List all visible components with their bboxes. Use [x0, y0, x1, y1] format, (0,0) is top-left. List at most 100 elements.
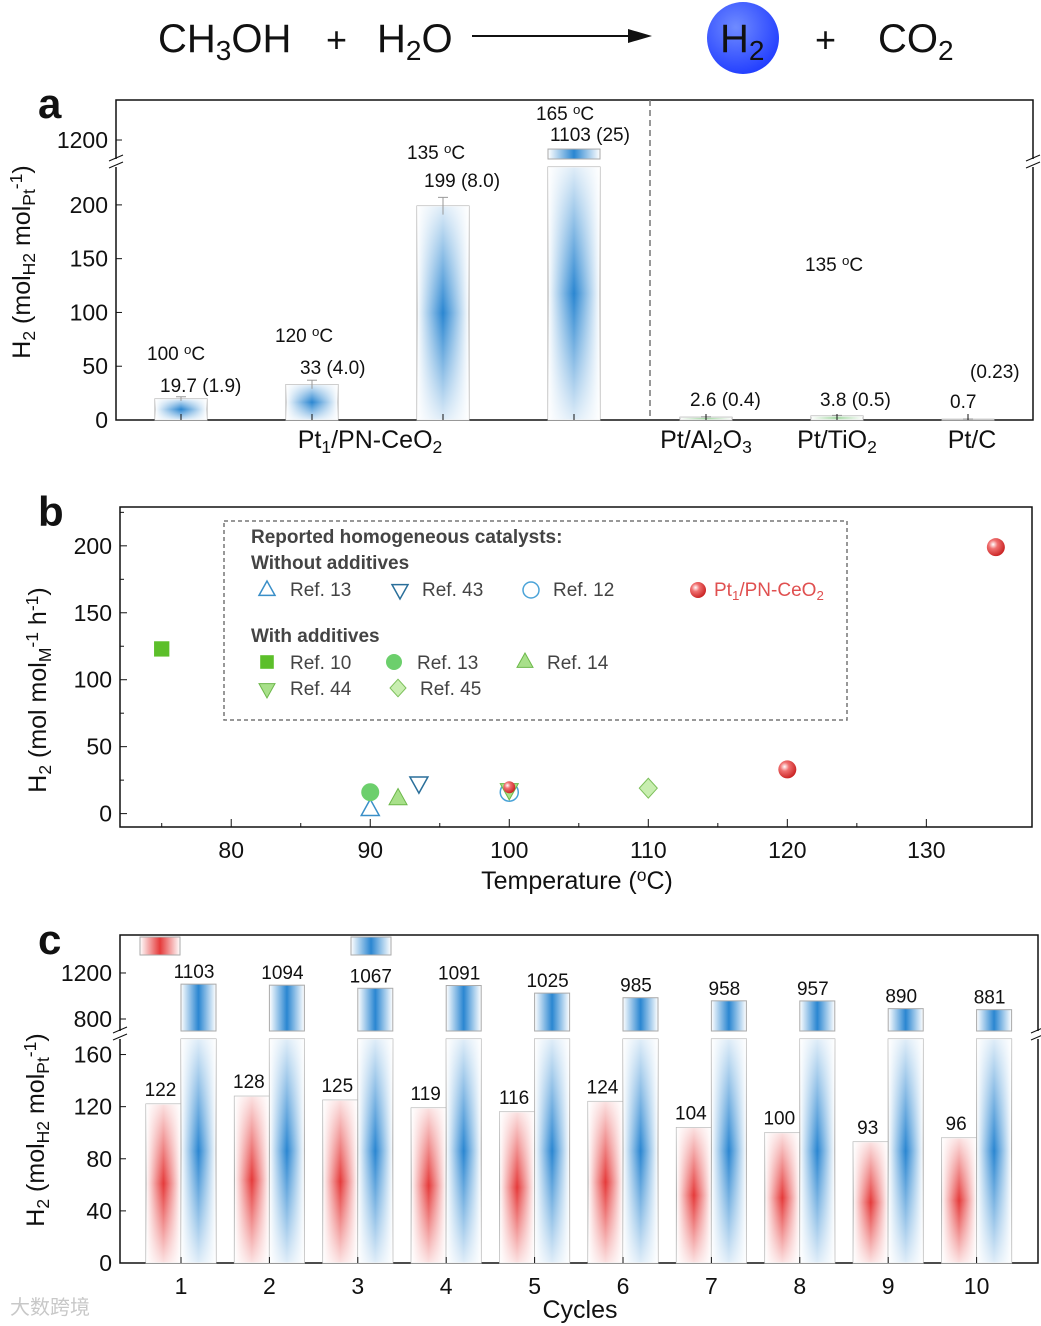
text-segment: O [723, 426, 742, 454]
x-tick-label: 8 [793, 1273, 806, 1299]
bar-fade [411, 1107, 447, 1263]
category-label: Pt/TiO2 [797, 426, 877, 457]
text-segment: C [451, 143, 465, 164]
text-segment: CO [878, 17, 938, 61]
text-segment: O [421, 17, 452, 61]
temperature-label: 165 oC [536, 102, 594, 125]
text-segment: 135 [407, 143, 444, 164]
text-segment: Pt/Al [660, 426, 713, 454]
axis-break-mark [1025, 154, 1041, 162]
text-segment: Pt [33, 1057, 53, 1074]
bar-value-label: 96 [946, 1114, 967, 1135]
axis-break-mark [1030, 1028, 1041, 1034]
diamond-marker [389, 678, 407, 698]
legend-group-without: Without additives [251, 553, 409, 574]
y-axis-label: H2 (molH2 molPt-1) [6, 165, 39, 358]
text-segment: o [573, 102, 580, 117]
text-segment: H [720, 17, 749, 61]
error-label: (0.5) [852, 390, 891, 411]
bar-value-label: 93 [857, 1118, 878, 1139]
y-tick-label: 100 [70, 299, 108, 325]
bar-fade [623, 1039, 658, 1263]
text-segment: 2 [713, 437, 723, 457]
text-segment: 2 [938, 35, 954, 66]
bar-fade [676, 1127, 712, 1263]
bar-fade [446, 1039, 482, 1263]
x-tick-label: 100 [490, 837, 528, 863]
triangle-down-marker [408, 776, 430, 795]
bar-value-label: 1025 [526, 971, 568, 992]
y-tick-label: 50 [82, 353, 108, 379]
text-segment: 2 [35, 765, 55, 775]
text-segment: 2 [749, 35, 765, 66]
text-segment: -1 [22, 632, 42, 648]
bar-value-label: 199 (8.0) [424, 171, 500, 192]
bar-fade [711, 1039, 747, 1263]
y-tick-label: 1200 [61, 960, 112, 986]
text-segment: ) [8, 165, 36, 173]
bar-value-label: 124 [587, 1077, 619, 1098]
x-axis-label: Cycles [542, 1296, 617, 1324]
axis-break-mark [108, 161, 124, 169]
bar-fade [146, 1104, 181, 1263]
text-segment: Pt/C [948, 426, 997, 454]
y-tick-label: 0 [99, 801, 112, 827]
product-h2: H2 [720, 17, 764, 66]
legend-entry: Ref. 43 [422, 580, 483, 601]
text-segment: o [842, 253, 849, 268]
bar-value-label: 1094 [261, 963, 304, 984]
bar-fade [976, 1039, 1012, 1263]
temperature-label: 135 oC [407, 141, 465, 164]
y-tick-label: 1200 [57, 127, 108, 153]
text-segment: h [24, 611, 52, 632]
temperature-label: 100 oC [147, 342, 205, 365]
text-segment: ) [22, 1033, 50, 1041]
error-label: (4.0) [326, 358, 365, 379]
text-segment: H [24, 775, 52, 793]
text-segment: /PN-CeO [331, 426, 432, 454]
triangle-up-marker [359, 797, 381, 817]
bar-value-label: 957 [797, 979, 829, 1000]
error-label: (25) [596, 125, 630, 146]
legend-entry: Ref. 13 [290, 580, 351, 601]
text-segment: 3 [742, 437, 752, 457]
text-segment: M [35, 648, 55, 663]
plus-sign: + [326, 19, 347, 60]
reactant-ch3oh: CH3OH [158, 17, 291, 66]
bar-blue-upper [887, 1008, 924, 1032]
legend-entry: Ref. 13 [417, 653, 478, 674]
x-tick-label: 90 [357, 837, 383, 863]
legend-entry: Ref. 44 [290, 679, 352, 700]
text-segment: OH [231, 17, 291, 61]
bar-fade [888, 1039, 924, 1263]
text-segment: H [8, 341, 36, 359]
bar-value-label: 1091 [438, 964, 480, 985]
axis-break-mark [112, 1033, 128, 1041]
legend-swatch-blue [350, 936, 392, 956]
axis-break-mark [112, 1026, 128, 1034]
temperature-label: 120 oC [275, 324, 333, 347]
bar-fade [799, 1039, 835, 1263]
y-axis-label: H2 (molH2 molPt-1) [20, 1033, 53, 1226]
bar-value-label: 3.8 (0.5) [820, 390, 891, 411]
text-segment: ) [24, 587, 52, 595]
y-tick-label: 150 [70, 246, 108, 272]
bar-fade [588, 1101, 623, 1263]
sphere-marker [778, 760, 797, 779]
bar-fade [357, 1039, 393, 1263]
bar-value-label: 19.7 (1.9) [160, 376, 241, 397]
plus-sign: + [815, 19, 836, 60]
axis-break-gap [112, 1031, 1041, 1039]
triangle-up-marker [257, 579, 277, 597]
error-label: (0.4) [722, 390, 761, 411]
y-tick-label: 50 [86, 734, 112, 760]
product-co2: CO2 [878, 17, 954, 66]
x-tick-label: 130 [907, 837, 945, 863]
error-label: (1.9) [202, 376, 241, 397]
sphere-marker [986, 538, 1005, 557]
bar-value-label: 100 [763, 1109, 795, 1130]
bar-blue-upper [445, 985, 482, 1032]
legend-entry: Ref. 45 [420, 679, 481, 700]
